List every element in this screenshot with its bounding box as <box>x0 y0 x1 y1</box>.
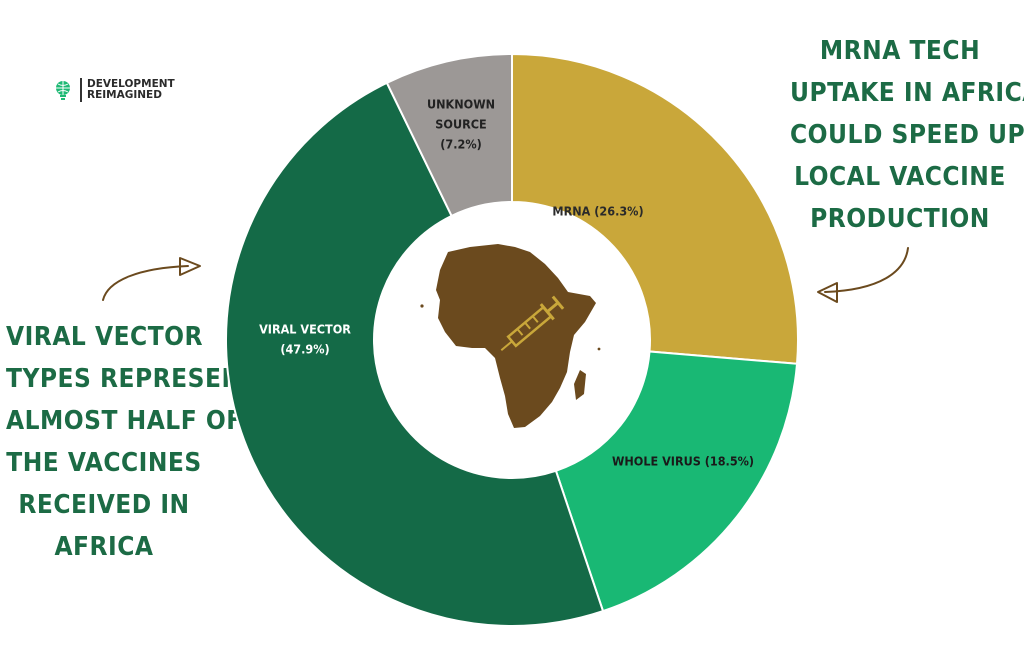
callout-line: COULD SPEED UP <box>790 120 1024 150</box>
arrow-to-viral-vector-head-icon <box>179 257 201 276</box>
donut-slice-whole-virus <box>554 350 799 613</box>
slice-label: VIRAL VECTOR <box>259 322 351 337</box>
callout-line: AFRICA <box>54 532 154 562</box>
donut-slice-mrna <box>511 52 799 365</box>
slice-label: MRNA (26.3%) <box>552 204 643 219</box>
brand-name: DEVELOPMENT REIMAGINED <box>87 79 175 101</box>
arrow-to-viral-vector-icon <box>102 265 189 301</box>
viral-vector-callout: VIRAL VECTOR TYPES REPRESENT ALMOST HALF… <box>6 316 258 568</box>
lightbulb-globe-icon <box>56 81 70 100</box>
brand-line-2: REIMAGINED <box>87 89 162 101</box>
mrna-callout: MRNA TECH UPTAKE IN AFRICA COULD SPEED U… <box>790 30 1024 240</box>
callout-line: VIRAL VECTOR <box>6 322 204 352</box>
donut-slice-unknown-source <box>385 52 513 218</box>
arrow-to-mrna-icon <box>824 247 909 293</box>
syringe-icon <box>500 295 565 352</box>
donut-slice-viral-vector <box>224 81 605 627</box>
callout-line: UPTAKE IN AFRICA <box>790 78 1024 108</box>
arrow-to-mrna-head-icon <box>817 282 838 303</box>
callout-line: PRODUCTION <box>810 204 990 234</box>
africa-map-syringe-icon <box>420 244 601 428</box>
brand-logo: DEVELOPMENT REIMAGINED <box>52 78 175 102</box>
slice-label: (7.2%) <box>440 137 481 152</box>
slice-label: UNKNOWN <box>427 97 495 112</box>
brand-line-1: DEVELOPMENT <box>87 78 175 90</box>
slice-label: SOURCE <box>435 117 486 132</box>
logo-divider <box>80 78 82 102</box>
callout-line: LOCAL VACCINE <box>794 162 1006 192</box>
callout-line: THE VACCINES <box>6 448 202 478</box>
slice-label: (47.9%) <box>280 342 329 357</box>
callout-line: MRNA TECH <box>819 36 981 66</box>
slice-labels: MRNA (26.3%) WHOLE VIRUS (18.5%) VIRAL VEC… <box>259 97 754 469</box>
callout-line: RECEIVED IN <box>18 490 190 520</box>
slice-label: WHOLE VIRUS (18.5%) <box>612 454 754 469</box>
